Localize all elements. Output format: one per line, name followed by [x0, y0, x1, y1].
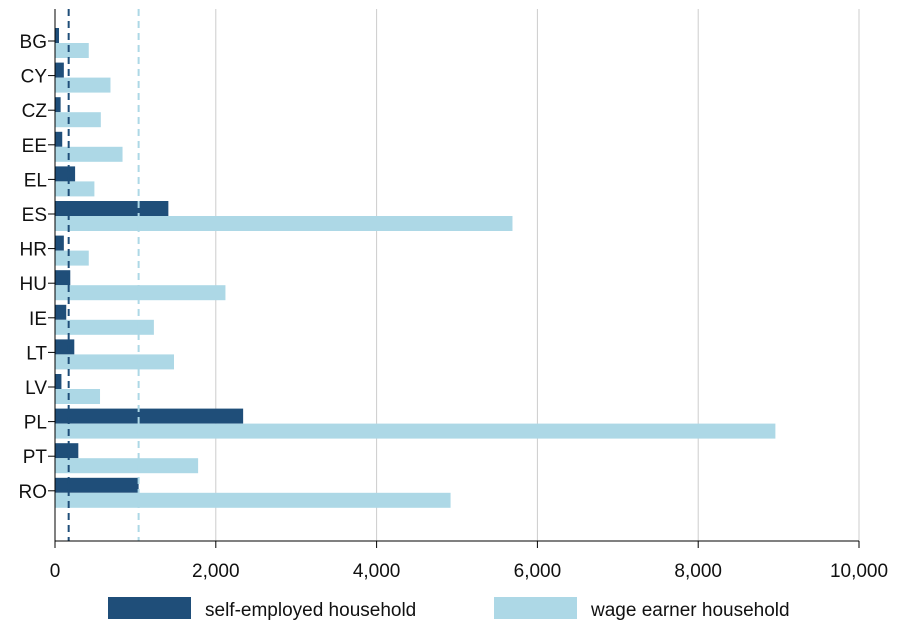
bars-layer	[55, 28, 776, 508]
bar-lv-wage-earner-household	[55, 389, 101, 404]
category-label-cz: CZ	[22, 101, 48, 122]
category-label-bg: BG	[20, 32, 47, 53]
bar-ro-self-employed-household	[55, 477, 139, 493]
x-tick-label-1: 2,000	[192, 561, 240, 582]
category-label-el: EL	[24, 170, 47, 191]
bar-es-self-employed-household	[55, 201, 169, 216]
bar-ee-wage-earner-household	[55, 146, 123, 162]
bar-bg-self-employed-household	[55, 28, 60, 43]
x-tick-label-5: 10,000	[830, 561, 888, 582]
bar-es-wage-earner-household	[55, 216, 513, 231]
category-label-ie: IE	[29, 309, 47, 330]
category-label-es: ES	[22, 205, 47, 226]
bar-ro-wage-earner-household	[55, 492, 451, 508]
labels-layer: 0 2,000 4,000 6,000 8,000 10,000 BG CY CZ EE EL ES H…	[19, 32, 889, 582]
bar-cy-wage-earner-household	[55, 77, 111, 93]
x-tick-label-3: 6,000	[514, 561, 562, 582]
legend: self-employed household wage earner house…	[108, 597, 790, 621]
category-label-pl: PL	[24, 413, 47, 434]
bar-cz-wage-earner-household	[55, 112, 101, 128]
bar-pt-self-employed-household	[55, 443, 79, 459]
bar-hu-self-employed-household	[55, 270, 71, 286]
bar-el-self-employed-household	[55, 166, 76, 182]
x-tick-label-0: 0	[50, 561, 61, 582]
bar-bg-wage-earner-household	[55, 43, 89, 58]
legend-label-self-employed-household: self-employed household	[205, 600, 416, 621]
category-label-cy: CY	[21, 67, 48, 88]
category-label-hu: HU	[20, 274, 47, 295]
bar-lt-wage-earner-household	[55, 354, 174, 370]
reference-lines-layer	[67, 9, 140, 541]
bar-lt-self-employed-household	[55, 339, 75, 355]
category-label-ee: EE	[22, 136, 47, 157]
bar-el-wage-earner-household	[55, 181, 95, 197]
category-label-lt: LT	[26, 343, 47, 364]
bar-ee-self-employed-household	[55, 131, 63, 147]
bar-hr-self-employed-household	[55, 235, 64, 251]
legend-label-wage-earner-household: wage earner household	[590, 600, 790, 621]
category-label-lv: LV	[25, 378, 47, 399]
bar-ie-wage-earner-household	[55, 319, 154, 335]
bar-cy-self-employed-household	[55, 62, 64, 78]
bar-pl-wage-earner-household	[55, 423, 776, 439]
category-label-pt: PT	[23, 447, 48, 468]
bar-ie-self-employed-household	[55, 304, 67, 320]
axes-layer	[48, 9, 860, 548]
legend-swatch-self-employed-household	[108, 597, 191, 619]
grid-layer	[215, 9, 860, 541]
bar-pt-wage-earner-household	[55, 458, 199, 474]
category-label-hr: HR	[20, 240, 47, 261]
bar-pl-self-employed-household	[55, 408, 244, 424]
bar-hr-wage-earner-household	[55, 250, 89, 266]
x-tick-label-2: 4,000	[353, 561, 401, 582]
bar-hu-wage-earner-household	[55, 285, 226, 301]
legend-swatch-wage-earner-household	[494, 597, 577, 619]
x-tick-label-4: 8,000	[674, 561, 722, 582]
bar-lv-self-employed-household	[55, 374, 62, 389]
bar-cz-self-employed-household	[55, 97, 61, 113]
category-label-ro: RO	[19, 482, 48, 503]
